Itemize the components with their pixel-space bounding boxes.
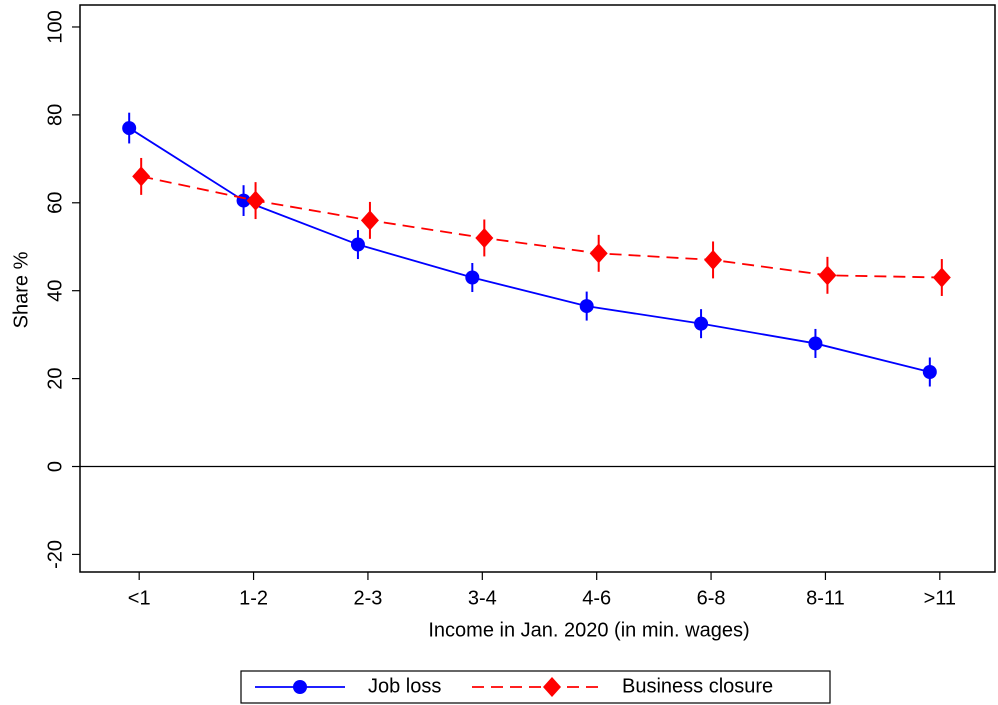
y-tick-label: 100 xyxy=(44,10,66,43)
data-point xyxy=(589,243,608,264)
series-line xyxy=(128,127,931,373)
data-point xyxy=(246,190,265,211)
x-axis-label: Income in Jan. 2020 (in min. wages) xyxy=(428,619,749,641)
data-point xyxy=(808,336,823,351)
data-point xyxy=(704,249,723,270)
series-line xyxy=(141,175,942,279)
y-axis-label: Share % xyxy=(10,251,32,328)
data-point xyxy=(350,237,365,252)
data-point xyxy=(132,166,151,187)
data-point xyxy=(360,210,379,231)
legend-label: Business closure xyxy=(622,675,773,697)
y-tick-label: 20 xyxy=(44,367,66,389)
x-tick-label: 4-6 xyxy=(582,587,611,609)
data-point xyxy=(122,121,137,136)
y-tick-label: 80 xyxy=(44,104,66,126)
x-tick-label: 3-4 xyxy=(468,587,497,609)
y-tick-label: 60 xyxy=(44,192,66,214)
x-tick-label: 8-11 xyxy=(806,587,845,609)
y-tick-label: 40 xyxy=(44,280,66,302)
data-point xyxy=(475,227,494,248)
x-tick-label: 2-3 xyxy=(353,587,382,609)
data-point xyxy=(932,267,951,288)
x-tick-label: 1-2 xyxy=(239,587,268,609)
data-point xyxy=(465,270,480,285)
data-point xyxy=(818,265,837,286)
data-point xyxy=(694,316,709,331)
legend-marker xyxy=(293,680,307,694)
legend-label: Job loss xyxy=(368,675,441,697)
x-tick-label: <1 xyxy=(128,587,151,609)
y-tick-label: 0 xyxy=(44,461,66,472)
x-tick-label: 6-8 xyxy=(697,587,726,609)
plot-frame xyxy=(79,4,996,573)
data-point xyxy=(579,299,594,314)
y-tick-label: -20 xyxy=(44,540,66,569)
data-point xyxy=(922,365,937,380)
x-tick-label: >11 xyxy=(924,587,956,609)
legend-marker xyxy=(543,677,561,697)
